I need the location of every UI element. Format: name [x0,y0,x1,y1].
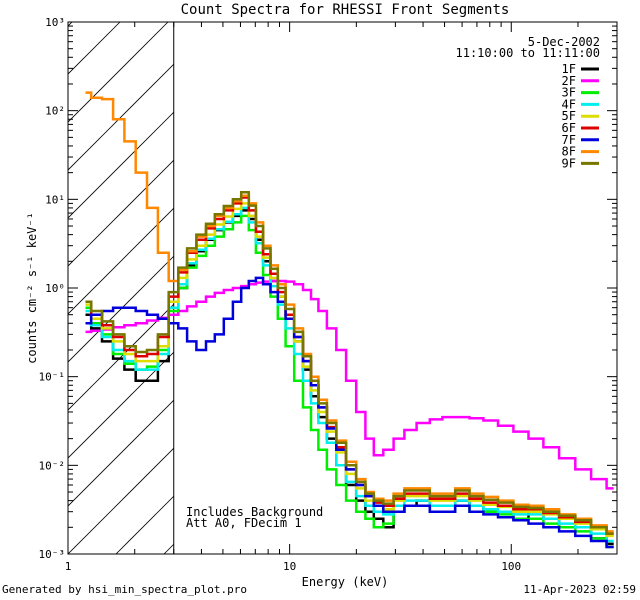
hatch-line [68,22,169,123]
y-axis-label: counts cm⁻² s⁻¹ keV⁻¹ [25,212,39,364]
time-range-label: 11:10:00 to 11:11:00 [456,46,601,60]
x-tick-label: 100 [501,560,521,573]
series-line-9F [85,191,614,535]
series-layer [85,91,614,549]
legend-label-7F: 7F [562,133,576,147]
y-tick-label: 10³ [45,16,65,29]
x-tick-label: 10 [283,560,296,573]
chart-title: Count Spectra for RHESSI Front Segments [181,2,510,18]
footer-generated-by: Generated by hsi_min_spectra_plot.pro [2,583,248,596]
legend-label-6F: 6F [562,121,576,135]
y-tick-label: 10⁻² [39,459,66,472]
y-tick-label: 10⁻¹ [39,371,66,384]
footer-timestamp: 11-Apr-2023 02:59 [523,583,636,596]
excluded-region-hatch [0,22,617,554]
series-line-5F [85,202,614,538]
legend-label-3F: 3F [562,86,576,100]
date-label: 5-Dec-2002 [528,35,600,49]
series-line-8F [85,91,614,533]
series-line-7F [85,276,614,549]
series-line-4F [85,206,614,543]
y-tick-label: 10² [45,105,65,118]
legend-label-5F: 5F [562,109,576,123]
y-tick-label: 10⁻³ [39,548,66,561]
hatch-line [68,22,217,171]
annotation-attenuator: Att A0, FDecim 1 [186,516,302,530]
legend-label-2F: 2F [562,74,576,88]
annotation-background: Includes Background [186,505,323,519]
y-tick-label: 10⁰ [45,282,65,295]
legend-label-9F: 9F [562,156,576,170]
legend-label-4F: 4F [562,97,576,111]
series-line-2F [85,279,614,490]
axes-layer: 10⁻³ 10⁻² 10⁻¹ 10⁰ 10¹ 10² 10³ 1 10 100 [39,16,618,573]
legend-label-1F: 1F [562,62,576,76]
y-tick-label: 10¹ [45,193,65,206]
x-tick-label: 1 [65,560,72,573]
legend-label-8F: 8F [562,145,576,159]
hatch-line [0,22,24,554]
x-axis-label: Energy (keV) [302,575,389,589]
